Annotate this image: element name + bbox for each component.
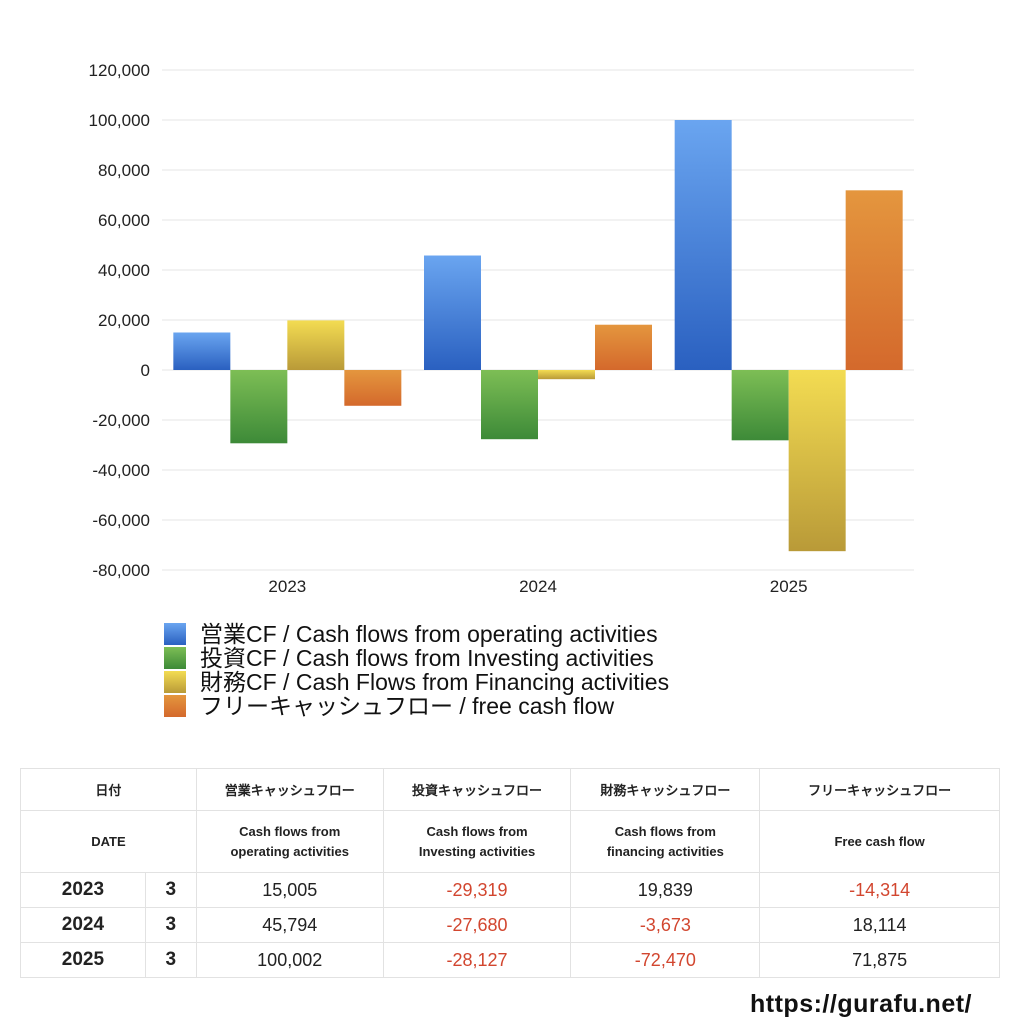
- y-tick-label: 20,000: [98, 311, 150, 330]
- table-row: 2024 3 45,794 -27,680 -3,673 18,114: [20, 907, 1000, 943]
- bar: [538, 370, 595, 380]
- legend-swatch-operating: [164, 623, 186, 645]
- cell-operating: 45,794: [195, 907, 384, 943]
- header-operating-en: Cash flows from operating activities: [195, 810, 384, 873]
- cell-operating: 15,005: [195, 872, 384, 908]
- x-axis-ticks: 2023 2024 2025: [268, 577, 807, 596]
- bar: [344, 370, 402, 406]
- y-tick-label: 40,000: [98, 261, 150, 280]
- bar: [481, 370, 538, 440]
- cell-financing: -72,470: [570, 942, 761, 978]
- legend-swatch-free: [164, 695, 186, 717]
- header-operating-jp: 営業キャッシュフロー: [195, 768, 384, 811]
- cash-flow-table: 日付 営業キャッシュフロー 投資キャッシュフロー 財務キャッシュフロー フリーキ…: [20, 768, 1000, 978]
- site-url[interactable]: https://gurafu.net/: [750, 990, 972, 1018]
- table-row: 2025 3 100,002 -28,127 -72,470 71,875: [20, 942, 1000, 978]
- cell-free: -14,314: [759, 872, 1000, 908]
- header-date-jp: 日付: [20, 768, 197, 811]
- table-header-jp: 日付 営業キャッシュフロー 投資キャッシュフロー 財務キャッシュフロー フリーキ…: [20, 768, 1000, 811]
- cell-operating: 100,002: [195, 942, 384, 978]
- header-free-jp: フリーキャッシュフロー: [759, 768, 1000, 811]
- legend-label: フリーキャッシュフロー / free cash flow: [200, 693, 615, 719]
- legend-item-operating: 営業CF / Cash flows from operating activit…: [164, 622, 669, 646]
- row-year: 2023: [20, 872, 146, 908]
- x-tick-label: 2023: [268, 577, 306, 596]
- y-tick-label: -60,000: [92, 511, 150, 530]
- bar: [287, 320, 345, 370]
- x-tick-label: 2025: [770, 577, 808, 596]
- header-line: financing activities: [606, 843, 724, 859]
- cell-free: 18,114: [759, 907, 1000, 943]
- cell-free: 71,875: [759, 942, 1000, 978]
- header-line: Investing activities: [418, 843, 536, 859]
- row-year: 2025: [20, 942, 146, 978]
- y-tick-label: 60,000: [98, 211, 150, 230]
- header-financing-en: Cash flows from financing activities: [570, 810, 761, 873]
- bar: [424, 255, 481, 370]
- cell-financing: -3,673: [570, 907, 761, 943]
- legend-label: 営業CF / Cash flows from operating activit…: [200, 621, 658, 647]
- row-month: 3: [144, 907, 197, 943]
- header-investing-jp: 投資キャッシュフロー: [382, 768, 572, 811]
- bar: [845, 190, 903, 370]
- legend-swatch-financing: [164, 671, 186, 693]
- header-date-en: DATE: [20, 810, 197, 873]
- legend-label: 投資CF / Cash flows from Investing activit…: [200, 645, 654, 671]
- y-tick-label: -80,000: [92, 561, 150, 580]
- row-month: 3: [144, 942, 197, 978]
- y-tick-label: 80,000: [98, 161, 150, 180]
- bar: [731, 370, 789, 441]
- header-investing-en: Cash flows from Investing activities: [382, 810, 572, 873]
- y-tick-label: 100,000: [89, 111, 150, 130]
- cell-financing: 19,839: [570, 872, 761, 908]
- y-axis-ticks: 120,000 100,000 80,000 60,000 40,000 20,000 0 -…: [89, 61, 150, 580]
- bar: [788, 370, 846, 552]
- cell-investing: -28,127: [382, 942, 572, 978]
- cell-investing: -27,680: [382, 907, 572, 943]
- row-month: 3: [144, 872, 197, 908]
- legend-swatch-investing: [164, 647, 186, 669]
- y-tick-label: 120,000: [89, 61, 150, 80]
- bar: [173, 332, 231, 370]
- legend-item-financing: 財務CF / Cash Flows from Financing activit…: [164, 670, 669, 694]
- cell-investing: -29,319: [382, 872, 572, 908]
- bars: [173, 119, 903, 552]
- header-line: Cash flows from: [239, 823, 341, 839]
- bar: [595, 324, 652, 370]
- header-line: Cash flows from: [614, 823, 716, 839]
- legend-item-free: フリーキャッシュフロー / free cash flow: [164, 694, 669, 718]
- header-financing-jp: 財務キャッシュフロー: [570, 768, 761, 811]
- header-line: operating activities: [230, 843, 349, 859]
- y-tick-label: -40,000: [92, 461, 150, 480]
- bar: [674, 119, 732, 371]
- y-tick-label: -20,000: [92, 411, 150, 430]
- legend-item-investing: 投資CF / Cash flows from Investing activit…: [164, 646, 669, 670]
- row-year: 2024: [20, 907, 146, 943]
- table-header-en: DATE Cash flows from operating activities…: [20, 810, 1000, 873]
- table-row: 2023 3 15,005 -29,319 19,839 -14,314: [20, 872, 1000, 908]
- legend: 営業CF / Cash flows from operating activit…: [164, 622, 669, 718]
- bar: [230, 370, 288, 444]
- y-tick-label: 0: [141, 361, 150, 380]
- header-free-en: Free cash flow: [759, 810, 1000, 873]
- legend-label: 財務CF / Cash Flows from Financing activit…: [200, 669, 670, 695]
- header-line: Cash flows from: [426, 823, 528, 839]
- cash-flow-bar-chart: 120,000 100,000 80,000 60,000 40,000 20,000 0 -…: [89, 61, 914, 596]
- x-tick-label: 2024: [519, 577, 557, 596]
